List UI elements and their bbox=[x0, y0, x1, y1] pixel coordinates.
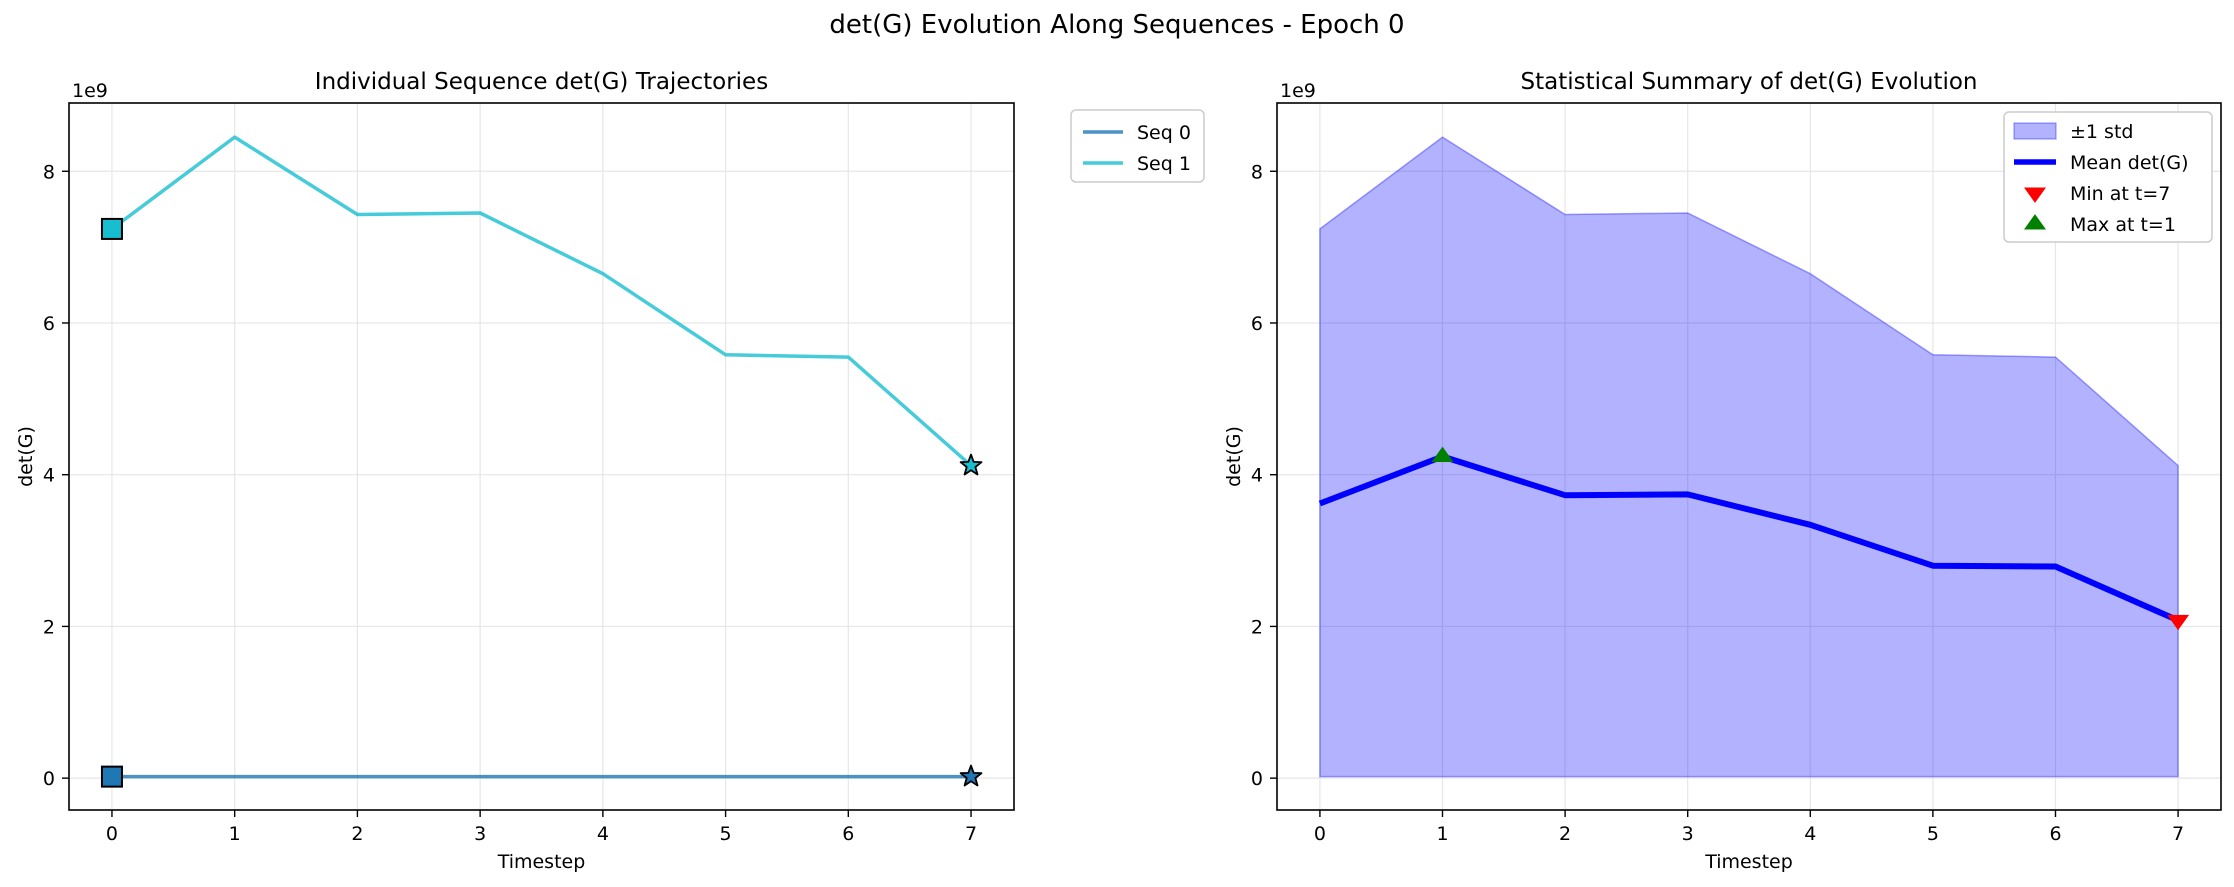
figure-title: det(G) Evolution Along Sequences - Epoch… bbox=[829, 10, 1405, 40]
legend-swatch bbox=[2024, 187, 2046, 203]
x-tick-label: 1 bbox=[229, 823, 241, 845]
x-tick-label: 7 bbox=[2172, 823, 2184, 845]
legend: Seq 0 Seq 1 bbox=[1070, 109, 1205, 183]
series-line-seq-1 bbox=[110, 135, 973, 467]
y-tick-label: 0 bbox=[43, 768, 55, 790]
y-tick-label: 8 bbox=[1251, 161, 1263, 183]
y-axis-label: det(G) bbox=[1223, 426, 1245, 487]
end-marker bbox=[959, 764, 983, 787]
x-tick-label: 6 bbox=[842, 823, 854, 845]
x-tick-label: 2 bbox=[1559, 823, 1571, 845]
x-tick-label: 5 bbox=[720, 823, 732, 845]
legend-swatch bbox=[2024, 214, 2046, 230]
max-marker bbox=[1431, 446, 1454, 462]
series-line-mean-det-g- bbox=[1318, 453, 2180, 624]
chart-title: Individual Sequence det(G) Trajectories bbox=[315, 69, 768, 95]
x-tick-label: 0 bbox=[1314, 823, 1326, 845]
y-tick-label: 4 bbox=[1251, 465, 1263, 487]
axes-frame bbox=[68, 102, 1015, 811]
axis-offset-label: 1e9 bbox=[1280, 80, 1316, 102]
y-axis-label: det(G) bbox=[15, 426, 37, 487]
legend-label: ±1 std bbox=[2070, 121, 2133, 143]
axes-frame bbox=[1276, 102, 2222, 811]
x-tick-label: 3 bbox=[474, 823, 486, 845]
chart-title: Statistical Summary of det(G) Evolution bbox=[1521, 69, 1978, 95]
x-tick-label: 4 bbox=[597, 823, 609, 845]
start-marker bbox=[100, 765, 123, 788]
y-tick-label: 2 bbox=[43, 616, 55, 638]
legend-label: Seq 0 bbox=[1137, 122, 1191, 144]
legend-box bbox=[2003, 111, 2213, 243]
y-tick-label: 0 bbox=[1251, 768, 1263, 790]
y-tick-label: 6 bbox=[43, 313, 55, 335]
x-tick-label: 7 bbox=[965, 823, 977, 845]
axis-offset-label: 1e9 bbox=[72, 80, 108, 102]
min-marker bbox=[2167, 614, 2190, 631]
chart-1: 0 1 2 3 4 5 6 7 0 2 4 6 8 1e9 Individual Sequence det(… bbox=[15, 69, 1205, 873]
x-tick-label: 0 bbox=[106, 823, 118, 845]
chart-2: 0 1 2 3 4 5 6 7 0 2 4 6 8 1e9 Statistical Summary of d… bbox=[1223, 69, 2222, 873]
x-tick-label: 2 bbox=[351, 823, 363, 845]
y-tick-label: 4 bbox=[43, 465, 55, 487]
x-tick-label: 4 bbox=[1804, 823, 1816, 845]
start-marker bbox=[100, 217, 123, 240]
x-axis-label: Timestep bbox=[497, 851, 586, 873]
x-tick-label: 5 bbox=[1927, 823, 1939, 845]
std-band bbox=[1319, 136, 2179, 778]
x-tick-label: 1 bbox=[1436, 823, 1448, 845]
legend-label: Seq 1 bbox=[1137, 153, 1191, 175]
x-tick-label: 6 bbox=[2049, 823, 2061, 845]
legend: ±1 std Mean det(G) Min at t=7 Max at t=1 bbox=[2003, 111, 2213, 243]
end-marker bbox=[959, 453, 983, 476]
y-tick-label: 6 bbox=[1251, 313, 1263, 335]
legend-label: Mean det(G) bbox=[2070, 152, 2189, 174]
y-tick-label: 2 bbox=[1251, 616, 1263, 638]
legend-label: Max at t=1 bbox=[2070, 214, 2176, 236]
x-axis-label: Timestep bbox=[1704, 851, 1793, 873]
y-tick-label: 8 bbox=[43, 161, 55, 183]
legend-swatch bbox=[2013, 122, 2057, 140]
x-tick-label: 3 bbox=[1682, 823, 1694, 845]
legend-label: Min at t=7 bbox=[2070, 183, 2170, 205]
